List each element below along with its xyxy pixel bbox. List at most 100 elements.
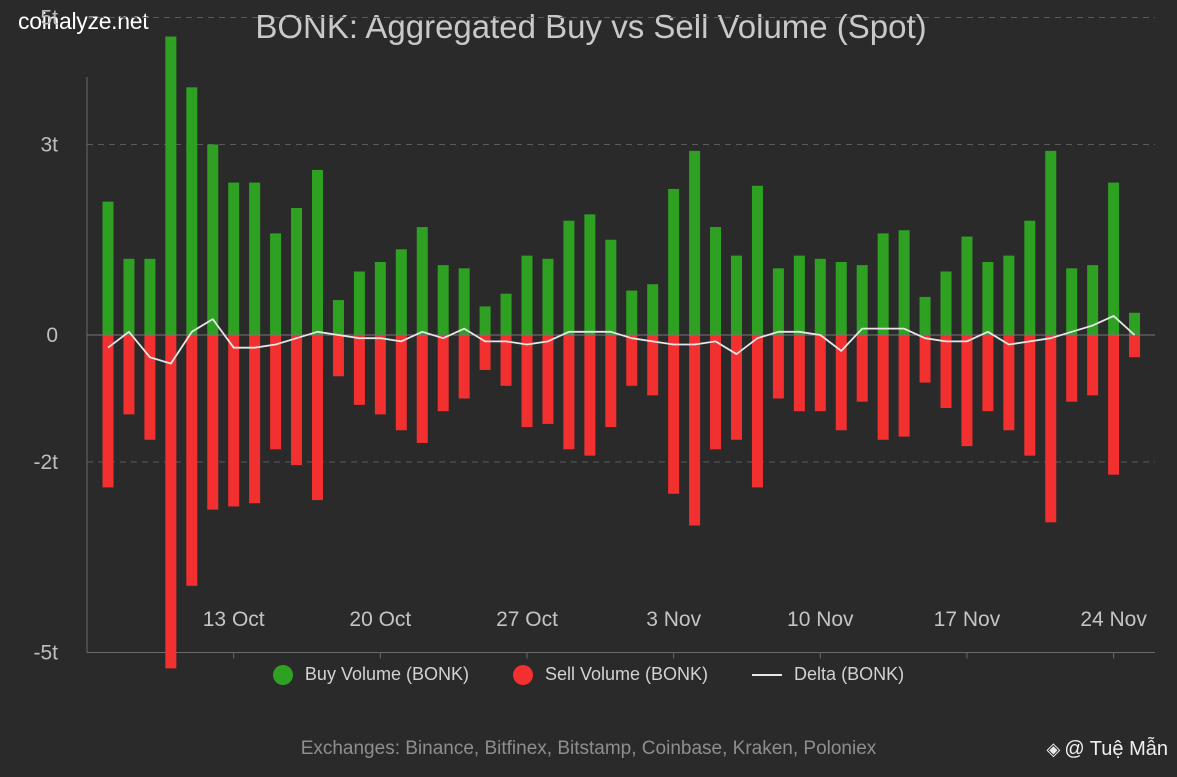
sell-swatch-icon <box>513 665 533 685</box>
buy-bar <box>647 284 658 335</box>
buy-bar <box>836 262 847 335</box>
x-tick-label: 13 Oct <box>203 608 265 631</box>
sell-bar <box>605 335 616 427</box>
sell-bar <box>1129 335 1140 357</box>
sell-bar <box>752 335 763 487</box>
buy-bar <box>1024 221 1035 335</box>
sell-bar <box>941 335 952 408</box>
chart-plot: 5t3t0-2t-5t13 Oct 20 Oct 27 Oct 3 Nov 10 Nov… <box>0 0 1177 777</box>
sell-bar <box>647 335 658 395</box>
sell-bar <box>878 335 889 440</box>
sell-bar <box>1108 335 1119 475</box>
buy-bar <box>186 87 197 335</box>
sell-bar <box>417 335 428 443</box>
watermark-text: @ Tuệ Mẫn <box>1064 738 1168 761</box>
buy-bar <box>354 272 365 336</box>
sell-bar <box>165 335 176 668</box>
legend-item-buy[interactable]: Buy Volume (BONK) <box>273 664 469 685</box>
buy-bar <box>207 145 218 336</box>
sell-bar <box>459 335 470 399</box>
x-tick-label: 17 Nov <box>934 608 1001 631</box>
buy-bar <box>626 291 637 335</box>
x-tick-label: 10 Nov <box>787 608 854 631</box>
sell-bar <box>1003 335 1014 430</box>
sell-bar <box>899 335 910 437</box>
buy-bar <box>584 214 595 335</box>
buy-bar <box>312 170 323 335</box>
sell-bar <box>794 335 805 411</box>
sell-bar <box>228 335 239 506</box>
x-tick-label: 20 Oct <box>349 608 411 631</box>
sell-bar <box>312 335 323 500</box>
buy-bar <box>270 233 281 335</box>
buy-bar <box>249 183 260 335</box>
buy-bar <box>794 256 805 335</box>
x-tick-label: 24 Nov <box>1080 608 1147 631</box>
sell-bar <box>396 335 407 430</box>
watermark: ◈ @ Tuệ Mẫn <box>1046 738 1168 761</box>
sell-bar <box>1087 335 1098 395</box>
sell-bar <box>123 335 134 414</box>
buy-bar <box>396 249 407 335</box>
sell-bar <box>249 335 260 503</box>
buy-bar <box>961 237 972 335</box>
buy-bar <box>710 227 721 335</box>
buy-bar <box>459 268 470 335</box>
sell-bar <box>773 335 784 399</box>
sell-bar <box>291 335 302 465</box>
delta-line <box>108 316 1135 364</box>
binance-diamond-icon: ◈ <box>1046 739 1060 760</box>
sell-bar <box>103 335 114 487</box>
sell-bar <box>584 335 595 456</box>
sell-bar <box>982 335 993 411</box>
buy-bar <box>1003 256 1014 335</box>
sell-bar <box>689 335 700 526</box>
buy-bar <box>522 256 533 335</box>
legend-buy-label: Buy Volume (BONK) <box>305 664 469 685</box>
sell-bar <box>857 335 868 402</box>
legend-sell-label: Sell Volume (BONK) <box>545 664 708 685</box>
buy-bar <box>857 265 868 335</box>
x-tick-label: 27 Oct <box>496 608 558 631</box>
buy-bar <box>291 208 302 335</box>
buy-swatch-icon <box>273 665 293 685</box>
buy-bar <box>501 294 512 335</box>
sell-bar <box>1066 335 1077 402</box>
buy-bar <box>480 306 491 335</box>
exchanges-footer: Exchanges: Binance, Bitfinex, Bitstamp, … <box>0 738 1177 760</box>
buy-bar <box>773 268 784 335</box>
buy-bar <box>165 37 176 335</box>
buy-bar <box>417 227 428 335</box>
sell-bar <box>1024 335 1035 456</box>
sell-bar <box>354 335 365 405</box>
sell-bar <box>815 335 826 411</box>
buy-bar <box>668 189 679 335</box>
sell-bar <box>522 335 533 427</box>
x-tick-label: 3 Nov <box>646 608 701 631</box>
buy-bar <box>982 262 993 335</box>
sell-bar <box>270 335 281 449</box>
sell-bar <box>375 335 386 414</box>
delta-swatch-icon <box>752 674 782 676</box>
y-tick-label: 0 <box>46 324 58 347</box>
legend-item-sell[interactable]: Sell Volume (BONK) <box>513 664 708 685</box>
sell-bar <box>207 335 218 510</box>
buy-bar <box>438 265 449 335</box>
sell-bar <box>920 335 931 383</box>
sell-bar <box>710 335 721 449</box>
buy-bar <box>752 186 763 335</box>
buy-bar <box>144 259 155 335</box>
buy-bar <box>689 151 700 335</box>
sell-bar <box>542 335 553 424</box>
buy-bar <box>815 259 826 335</box>
sell-bar <box>480 335 491 370</box>
buy-bar <box>1108 183 1119 335</box>
sell-bar <box>333 335 344 376</box>
sell-bar <box>1045 335 1056 522</box>
buy-bar <box>878 233 889 335</box>
legend-item-delta[interactable]: Delta (BONK) <box>752 664 904 685</box>
sell-bar <box>668 335 679 494</box>
y-tick-label: -2t <box>33 451 58 474</box>
buy-bar <box>605 240 616 335</box>
buy-bar <box>542 259 553 335</box>
